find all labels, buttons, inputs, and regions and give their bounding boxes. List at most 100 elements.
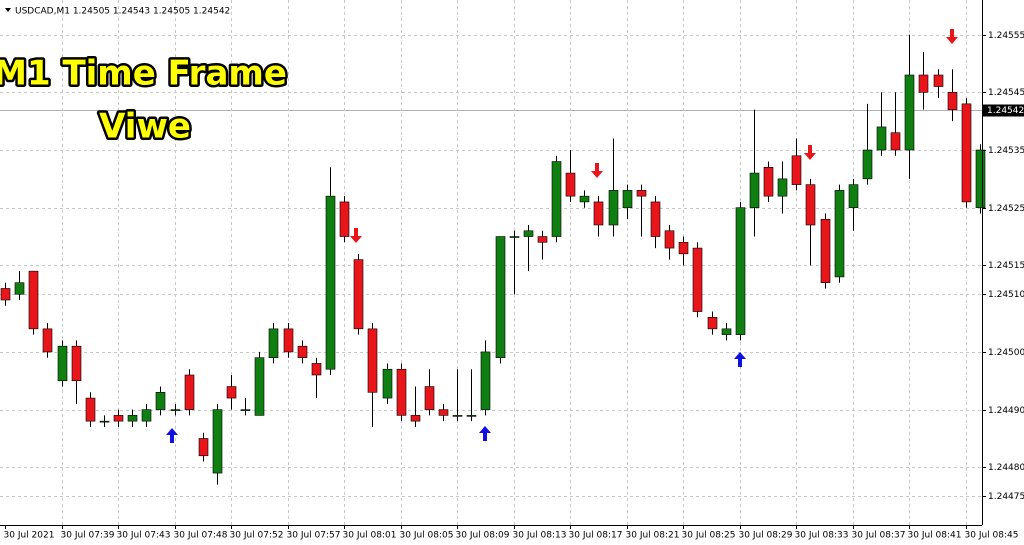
x-tick-label: 30 Jul 07:39 <box>61 531 115 541</box>
candle-body <box>890 132 901 151</box>
candle-body <box>834 190 845 278</box>
candle-body <box>141 409 152 422</box>
candle-body <box>99 420 110 423</box>
sell-arrow <box>946 29 958 44</box>
current-price-label: 1.24542 <box>987 106 1024 116</box>
candle-body <box>664 230 675 249</box>
candle-body <box>692 247 703 312</box>
menu-triangle <box>5 8 11 12</box>
candle-body <box>410 415 421 422</box>
candle-body <box>707 317 718 330</box>
x-tick-label: 30 Jul 07:43 <box>117 531 171 541</box>
candle-body <box>622 190 633 208</box>
buy-arrow <box>479 426 491 441</box>
annotation: Viwe <box>99 107 191 147</box>
x-tick-label: 30 Jul 08:17 <box>569 531 623 541</box>
x-tick-label: 30 Jul 07:52 <box>230 531 284 541</box>
buy-arrow <box>166 428 178 443</box>
sell-arrow <box>591 163 603 178</box>
y-tick-label: 1.24490 <box>988 406 1024 416</box>
y-tick-label: 1.24515 <box>988 261 1024 271</box>
chart-title: USDCAD,M1 1.24505 1.24543 1.24505 1.2454… <box>15 7 230 17</box>
candle-body <box>71 345 82 382</box>
candle-body <box>876 126 887 151</box>
candle-body <box>593 201 604 226</box>
candle-body <box>777 178 788 197</box>
grid <box>0 0 982 525</box>
candle-body <box>85 397 96 422</box>
buy-arrow <box>734 352 746 367</box>
candle-body <box>367 328 378 393</box>
candle-body <box>311 363 322 376</box>
x-tick-label: 30 Jul 08:25 <box>682 531 736 541</box>
x-tick-label: 30 Jul 08:05 <box>400 531 454 541</box>
candle-body <box>57 345 68 382</box>
candle-body <box>820 218 831 283</box>
candle-body <box>678 242 689 255</box>
x-tick-label: 30 Jul 08:09 <box>456 531 510 541</box>
candle-body <box>961 103 972 203</box>
candle-body <box>28 270 39 330</box>
candle-body <box>113 415 124 422</box>
candle-body <box>325 195 336 370</box>
candle-body <box>495 236 506 358</box>
candle-body <box>523 230 534 237</box>
y-tick-label: 1.24525 <box>988 204 1024 214</box>
candle-body <box>254 357 265 416</box>
candle-body <box>240 409 251 411</box>
candle-body <box>339 201 350 237</box>
x-tick-label: 30 Jul 07:57 <box>287 531 341 541</box>
candle-body <box>551 161 562 237</box>
candle-body <box>933 74 944 87</box>
candle-body <box>283 328 294 353</box>
candle-body <box>226 386 237 399</box>
x-tick-label: 30 Jul 08:37 <box>852 531 906 541</box>
x-tick-label: 30 Jul 08:13 <box>513 531 567 541</box>
candle-body <box>636 190 647 197</box>
candle-body <box>42 328 53 353</box>
y-tick-label: 1.24535 <box>988 146 1024 156</box>
candle-body <box>297 345 308 358</box>
y-tick-label: 1.24545 <box>988 88 1024 98</box>
candle-body <box>127 415 138 422</box>
x-tick-label: 30 Jul 08:41 <box>908 531 962 541</box>
candle-body <box>0 288 11 301</box>
axes: 1.24555 1.24545 1.24535 1.24525 1.24515 1.245… <box>4 31 1024 541</box>
candle-body <box>198 438 209 457</box>
y-tick-label: 1.24555 <box>988 31 1024 41</box>
candle-body <box>579 195 590 203</box>
candle-body <box>749 172 760 208</box>
candle-body <box>14 282 25 295</box>
candle-body <box>904 74 915 151</box>
x-tick-label: 30 Jul 2021 <box>4 531 55 541</box>
candle-body <box>763 167 774 197</box>
candle-body <box>735 207 746 335</box>
sell-arrow <box>804 145 816 160</box>
candle-body <box>382 368 393 399</box>
buy-arrows <box>166 352 746 443</box>
candle-body <box>466 415 477 417</box>
sell-arrow <box>350 228 362 243</box>
candle-body <box>947 92 958 110</box>
candle-body <box>452 415 463 417</box>
candle-body <box>848 184 859 208</box>
candle-body <box>791 155 802 185</box>
candle-body <box>565 172 576 197</box>
x-tick-label: 30 Jul 08:21 <box>626 531 680 541</box>
y-tick-label: 1.24500 <box>988 348 1024 358</box>
candle-body <box>438 409 449 416</box>
x-tick-label: 30 Jul 07:48 <box>174 531 228 541</box>
x-tick-label: 30 Jul 08:45 <box>965 531 1019 541</box>
candle-body <box>975 149 986 208</box>
candle-body <box>424 386 435 410</box>
candle-body <box>396 368 407 416</box>
candle-body <box>650 201 661 237</box>
candle-body <box>721 328 732 335</box>
candle-body <box>155 392 166 410</box>
candle-body <box>862 149 873 180</box>
annotation: M1 Time Frame <box>0 54 287 94</box>
candle-body <box>805 184 816 226</box>
y-tick-label: 1.24480 <box>988 463 1024 473</box>
x-tick-label: 30 Jul 08:29 <box>739 531 793 541</box>
candle-body <box>268 328 279 358</box>
